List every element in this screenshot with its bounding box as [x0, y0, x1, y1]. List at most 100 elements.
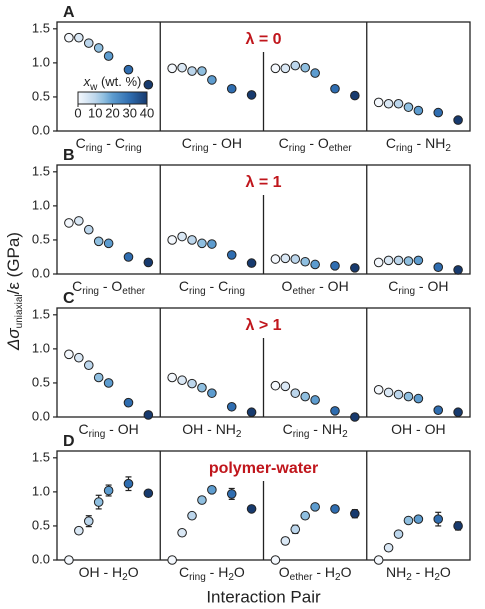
label-part: - O: [99, 278, 122, 294]
label-part: ether: [122, 286, 145, 297]
data-point: [207, 75, 217, 85]
data-point: [300, 391, 310, 402]
data-point: [197, 495, 207, 505]
data-point: [93, 43, 104, 53]
label-part: C: [78, 421, 88, 437]
panel-label: Oether - OH: [282, 278, 349, 297]
data-point: [383, 387, 394, 398]
data-point: [330, 406, 340, 416]
label-part: - C: [206, 278, 229, 294]
panel-label: Cring - OH: [388, 278, 448, 297]
label-part: O: [282, 278, 293, 294]
data-point: [167, 555, 177, 565]
data-point: [143, 79, 154, 90]
y-tick-label: 0.0: [32, 265, 50, 280]
data-point: [403, 391, 414, 402]
data-point: [226, 401, 237, 412]
data-point: [177, 375, 187, 386]
label-part: uniaxial: [14, 294, 25, 328]
label-part: ether: [329, 143, 352, 154]
data-point: [167, 63, 177, 74]
data-point: [197, 238, 207, 249]
data-point: [74, 32, 84, 43]
panel-label: NH2 - H2O: [386, 564, 451, 583]
data-point: [330, 83, 340, 94]
data-point: [300, 62, 310, 73]
data-point: [413, 393, 424, 404]
data-point: [350, 90, 360, 101]
data-point: [187, 66, 197, 76]
annotation: λ = 0: [245, 31, 281, 48]
annotation: λ > 1: [245, 317, 281, 334]
label-part: /ε (GPa): [4, 232, 23, 294]
panel-label: OH - NH2: [182, 421, 242, 440]
data-point: [280, 536, 291, 546]
panel-label: OH - H2O: [79, 564, 139, 583]
data-point: [433, 107, 444, 118]
label-part: ring: [289, 143, 306, 154]
label-part: ring: [189, 572, 206, 583]
data-point: [383, 542, 394, 553]
data-point: [310, 502, 320, 512]
panel-label: Oether - H2O: [279, 564, 352, 583]
label-part: ring: [396, 143, 413, 154]
label-part: ring: [125, 143, 142, 154]
data-point: [177, 62, 187, 73]
data-point: [280, 63, 291, 74]
panel-label: Cring - NH2: [283, 421, 348, 440]
label-part: Δσ: [4, 328, 23, 351]
y-tick-label: 1.0: [32, 54, 50, 69]
label-part: OH - NH: [182, 421, 236, 437]
data-point: [187, 235, 197, 245]
data-point: [93, 236, 104, 247]
label-part: OH - H: [79, 564, 123, 580]
data-point: [246, 258, 257, 268]
data-point: [373, 97, 384, 108]
data-point: [93, 372, 104, 383]
annotation: λ = 1: [245, 174, 281, 191]
panel-label: Cring - Cring: [76, 135, 142, 154]
label-part: w: [89, 82, 98, 93]
data-point: [433, 514, 444, 524]
label-part: 2: [434, 572, 440, 583]
data-point: [226, 250, 237, 260]
label-part: C: [386, 135, 396, 151]
data-point: [330, 504, 340, 514]
data-point: [103, 485, 114, 496]
label-part: ring: [228, 286, 245, 297]
label-part: O: [341, 564, 352, 580]
data-point: [310, 259, 320, 270]
data-point: [177, 527, 187, 538]
data-point: [103, 238, 114, 249]
data-point: [64, 32, 74, 43]
y-tick-label: 1.0: [32, 483, 50, 498]
data-point: [270, 254, 281, 264]
data-point: [74, 352, 84, 363]
data-point: [83, 38, 94, 48]
data-point: [167, 235, 177, 245]
data-point: [310, 395, 320, 405]
y-tick-label: 0.0: [32, 122, 50, 137]
data-point: [270, 555, 281, 565]
data-point: [413, 255, 424, 266]
data-point: [83, 360, 94, 371]
data-point: [280, 253, 291, 264]
y-tick-label: 1.5: [32, 20, 50, 35]
y-tick-label: 1.0: [32, 197, 50, 212]
data-point: [83, 516, 94, 526]
data-point: [300, 256, 310, 267]
y-tick-label: 0.5: [32, 374, 50, 389]
data-point: [177, 231, 187, 242]
colorbar-tick-label: 30: [123, 105, 137, 120]
data-point: [310, 68, 320, 78]
label-part: - C: [102, 135, 125, 151]
label-part: - OH: [209, 135, 242, 151]
data-point: [246, 407, 257, 418]
label-part: - H: [312, 564, 335, 580]
label-part: C: [182, 135, 192, 151]
data-point: [453, 407, 463, 418]
data-point: [403, 102, 414, 112]
data-point: [290, 524, 301, 535]
label-part: C: [283, 421, 293, 437]
